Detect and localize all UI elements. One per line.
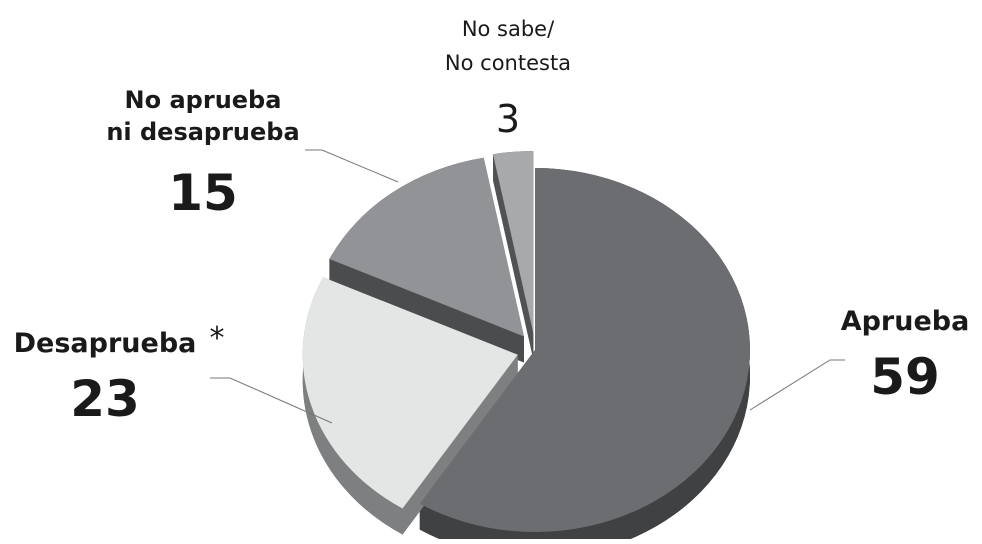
slice-1-top <box>302 277 518 509</box>
slice-1-leader-line <box>210 377 333 424</box>
slice-0-label: Aprueba <box>841 306 970 337</box>
slice-3-label-line-2: No contesta <box>445 51 571 75</box>
slice-3-label-line-1: No sabe/ <box>462 17 555 41</box>
slice-2-label-line-1: No aprueba <box>125 86 282 114</box>
slice-2-value-label: 15 <box>168 164 238 222</box>
slice-3-value-label: 3 <box>496 97 520 141</box>
pie-tops <box>302 150 750 532</box>
slice-0-value-label: 59 <box>870 348 940 406</box>
leader-lines <box>210 149 845 424</box>
slice-0-leader-line <box>749 359 845 411</box>
slice-3-top <box>493 150 534 333</box>
slice-2-leader-line <box>305 149 399 183</box>
slice-labels: Aprueba 59 Desaprueba * 23 No aprueba ni desap… <box>14 17 970 428</box>
slice-1-value-label: 23 <box>70 370 140 428</box>
slice-2-wall-start <box>329 258 524 363</box>
slice-3-wall-start <box>493 154 534 359</box>
slice-2-top <box>329 157 524 337</box>
slice-1-label-asterisk: * <box>210 321 225 356</box>
slice-0-top <box>419 168 750 532</box>
slice-1-label: Desaprueba <box>14 328 197 359</box>
slice-2-label-line-2: ni desaprueba <box>106 118 299 146</box>
